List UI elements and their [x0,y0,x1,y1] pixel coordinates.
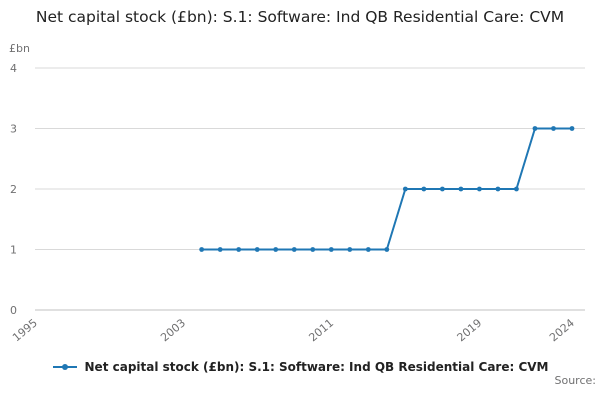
data-point [532,126,538,131]
data-point [458,186,464,192]
legend-label: Net capital stock (£bn): S.1: Software: … [84,360,549,374]
x-tick-label: 2003 [158,316,188,344]
line-chart-canvas: 0 1 2 3 4 1995 2003 2011 2019 2024 [10,62,585,344]
data-point [254,247,260,252]
legend-line-marker [52,364,77,370]
y-tick-label: 0 [10,304,17,317]
data-point [236,247,242,252]
data-point [477,186,482,192]
data-point [551,126,556,131]
chart-title: Net capital stock (£bn): S.1: Software: … [35,8,565,26]
data-point [384,247,390,252]
y-tick-label: 2 [10,183,17,196]
legend: Net capital stock (£bn): S.1: Software: … [0,360,600,374]
data-point [569,126,575,131]
data-point [495,186,501,192]
data-point [514,186,519,192]
x-tick-label: 2019 [455,316,485,344]
y-tick-label: 1 [10,244,17,257]
legend-marker-dot [61,364,68,370]
data-point [402,186,408,192]
data-point [291,247,297,252]
source-label: Source: [554,374,597,387]
data-point [328,247,334,252]
data-point [273,247,279,252]
x-tick-label: 1995 [10,316,40,344]
x-tick-label: 2011 [306,316,336,344]
data-point [365,247,371,252]
y-axis-unit-label: £bn [9,42,30,55]
data-point [439,186,445,192]
data-point [347,247,353,252]
x-tick-label: 2024 [547,316,577,344]
data-point [310,247,316,252]
data-point [199,247,205,252]
y-tick-label: 4 [10,62,17,75]
y-tick-label: 3 [10,123,17,136]
data-point [421,186,427,192]
data-point [217,247,223,252]
